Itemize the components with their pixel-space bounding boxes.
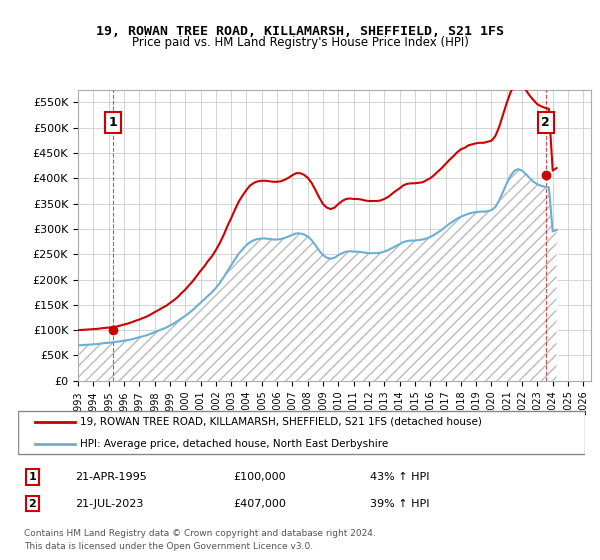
Text: This data is licensed under the Open Government Licence v3.0.: This data is licensed under the Open Gov… (23, 542, 313, 551)
Text: 43% ↑ HPI: 43% ↑ HPI (370, 472, 429, 482)
Text: 2: 2 (541, 116, 550, 129)
Text: Price paid vs. HM Land Registry's House Price Index (HPI): Price paid vs. HM Land Registry's House … (131, 36, 469, 49)
Text: 1: 1 (28, 472, 36, 482)
Text: 21-JUL-2023: 21-JUL-2023 (75, 498, 143, 508)
Text: HPI: Average price, detached house, North East Derbyshire: HPI: Average price, detached house, Nort… (80, 438, 389, 449)
Text: Contains HM Land Registry data © Crown copyright and database right 2024.: Contains HM Land Registry data © Crown c… (23, 529, 376, 538)
Text: £407,000: £407,000 (233, 498, 286, 508)
FancyBboxPatch shape (18, 410, 585, 455)
Text: 39% ↑ HPI: 39% ↑ HPI (370, 498, 429, 508)
Text: £100,000: £100,000 (233, 472, 286, 482)
Text: 19, ROWAN TREE ROAD, KILLAMARSH, SHEFFIELD, S21 1FS (detached house): 19, ROWAN TREE ROAD, KILLAMARSH, SHEFFIE… (80, 417, 482, 427)
Text: 1: 1 (109, 116, 118, 129)
Text: 19, ROWAN TREE ROAD, KILLAMARSH, SHEFFIELD, S21 1FS: 19, ROWAN TREE ROAD, KILLAMARSH, SHEFFIE… (96, 25, 504, 38)
Text: 2: 2 (28, 498, 36, 508)
Text: 21-APR-1995: 21-APR-1995 (75, 472, 146, 482)
